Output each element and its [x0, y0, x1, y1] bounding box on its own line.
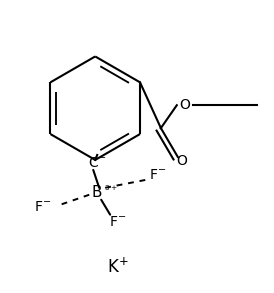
- Text: B: B: [92, 185, 102, 200]
- Text: O: O: [176, 154, 187, 168]
- Text: F$^{-}$: F$^{-}$: [149, 168, 167, 182]
- Text: $^{3+}$: $^{3+}$: [104, 185, 118, 195]
- Text: C$^{-}$: C$^{-}$: [88, 156, 107, 170]
- Text: K$^{+}$: K$^{+}$: [107, 258, 129, 277]
- Text: F$^{-}$: F$^{-}$: [34, 200, 51, 214]
- Text: F$^{-}$: F$^{-}$: [110, 214, 127, 229]
- Text: O: O: [179, 98, 190, 112]
